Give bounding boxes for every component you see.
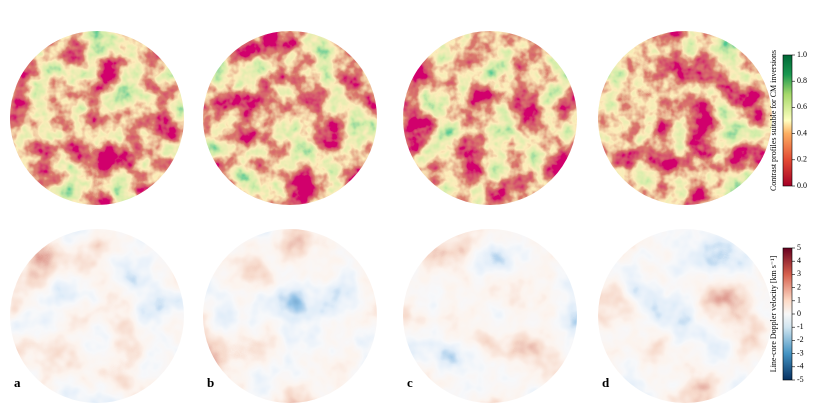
colorbar [782,247,793,381]
colorbar-tick-label: -4 [797,362,804,371]
colorbar-tick-label: -2 [797,335,804,344]
panel-label: d [602,375,610,390]
colorbar-tick-label: 5 [797,243,801,252]
disk-map [403,229,577,403]
disk-map [598,229,772,403]
colorbar-tick-label: -5 [797,375,804,384]
colorbar-tick-label: -1 [797,322,804,331]
disk-image [598,31,772,205]
colorbar-tick-label: 0 [797,309,801,318]
disk-image [403,229,577,403]
colorbar-tick-label: 0.6 [797,102,807,111]
colorbar-tick-label: 0.4 [797,128,807,137]
colorbar-tick-label: 0.2 [797,155,807,164]
disk-map [598,31,772,205]
disk-image [10,229,184,403]
panel-label: b [207,375,214,390]
disk-image [403,31,577,205]
colorbar-tick-label: 3 [797,269,801,278]
colorbar-label: Contrast profiles suitable for CM invers… [769,50,778,191]
colorbar-tick-label: 2 [797,282,801,291]
colorbar-label: Line-core Doppler velocity [km s⁻¹] [769,255,778,372]
disk-image [203,229,377,403]
colorbar-tick-label: 4 [797,256,801,265]
colorbar-tick-label: 1 [797,296,801,305]
disk-map [203,31,377,205]
disk-image [203,31,377,205]
colorbar [782,54,793,187]
colorbar-tick-label: -3 [797,348,804,357]
colorbar-tick-label: 0.8 [797,76,807,85]
disk-map [10,229,184,403]
panel-label: c [407,375,413,390]
disk-map [10,31,184,205]
colorbar-tick-label: 1.0 [797,50,807,59]
disk-map [203,229,377,403]
panel-label: a [14,375,21,390]
colorbar-tick-label: 0.0 [797,181,807,190]
disk-map [403,31,577,205]
disk-image [10,31,184,205]
disk-image [598,229,772,403]
